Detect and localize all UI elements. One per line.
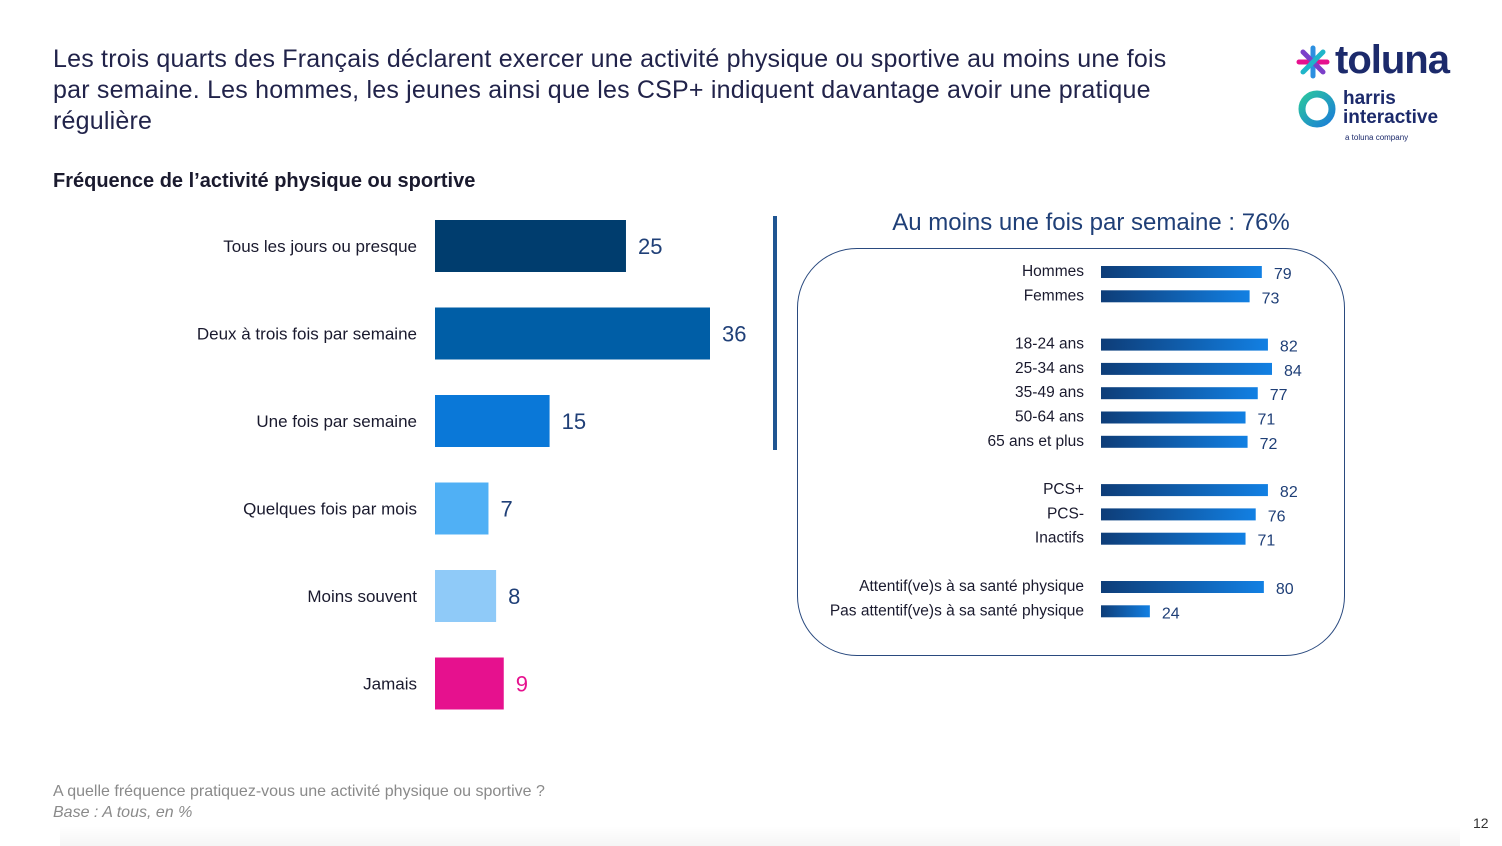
harris-logo-line-1: harris [1343,88,1396,109]
frequency-bar [435,570,497,622]
weekly-summary-title: Au moins une fois par semaine : 76% [892,209,1290,236]
toluna-asterisk-icon [1296,45,1330,79]
frequency-bar-chart: Tous les jours ou presque 25 Deux à trois … [197,220,746,710]
frequency-bar [435,395,550,447]
value-label: 7 [500,497,512,522]
toluna-logo-text: toluna [1335,38,1450,82]
headline-line-2: par semaine. Les hommes, les jeunes ains… [53,76,1151,104]
slide-headline: Les trois quarts des Français déclarent … [53,44,1263,137]
category-label: Jamais [363,675,417,694]
harris-logo-line-2: interactive [1343,107,1439,128]
value-label: 36 [722,322,746,347]
frequency-chart-title: Fréquence de l’activité physique ou spor… [53,170,476,192]
category-label: Moins souvent [307,587,417,606]
value-label: 9 [516,672,528,697]
frequency-bar [435,220,626,272]
bottom-shadow [60,826,1460,846]
frequency-bar [435,482,489,535]
logo-tagline: a toluna company [1345,133,1409,142]
weekly-breakdown-panel [797,248,1345,656]
page-number: 12 [1473,815,1489,831]
harris-interactive-logo: harris interactive [1343,89,1438,127]
value-label: 25 [638,234,662,259]
value-label: 8 [508,584,520,609]
frequency-bar [435,307,710,360]
value-label: 15 [562,409,586,434]
survey-base: Base : A tous, en % [53,804,193,821]
category-label: Quelques fois par mois [243,500,417,519]
headline-line-1: Les trois quarts des Français déclarent … [53,45,1167,73]
headline-line-3: régulière [53,107,153,135]
harris-ring-icon [1298,90,1336,128]
category-label: Tous les jours ou presque [223,237,417,256]
survey-question: A quelle fréquence pratiquez-vous une ac… [53,783,545,800]
category-label: Une fois par semaine [256,412,417,431]
frequency-bar [435,657,504,710]
vertical-divider [773,216,777,450]
category-label: Deux à trois fois par semaine [197,325,417,344]
